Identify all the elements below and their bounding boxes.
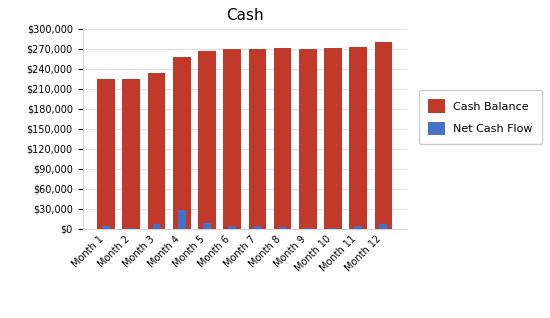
Bar xyxy=(324,48,342,229)
Bar xyxy=(375,42,392,229)
Bar xyxy=(274,48,292,229)
Bar xyxy=(203,223,211,229)
Bar xyxy=(254,226,261,229)
Bar xyxy=(299,49,317,229)
Bar xyxy=(97,79,115,229)
Bar xyxy=(127,228,135,229)
Bar xyxy=(228,226,236,229)
Bar xyxy=(279,227,287,229)
Bar xyxy=(354,226,362,229)
Bar xyxy=(249,49,266,229)
Bar xyxy=(102,226,110,229)
Bar xyxy=(152,224,161,229)
Legend: Cash Balance, Net Cash Flow: Cash Balance, Net Cash Flow xyxy=(419,90,542,144)
Bar xyxy=(223,49,241,229)
Title: Cash: Cash xyxy=(226,8,263,23)
Bar xyxy=(349,47,367,229)
Bar xyxy=(148,73,166,229)
Bar xyxy=(379,224,387,229)
Bar xyxy=(123,79,140,229)
Bar xyxy=(173,57,190,229)
Bar xyxy=(304,228,312,229)
Bar xyxy=(198,51,216,229)
Bar xyxy=(178,210,186,229)
Bar xyxy=(329,228,337,229)
